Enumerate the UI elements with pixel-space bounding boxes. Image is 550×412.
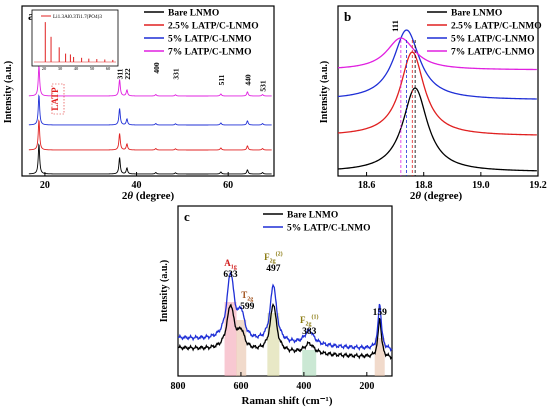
panel-a-peak-label: 400 <box>152 62 161 74</box>
panel-a-letter: a <box>28 8 35 23</box>
panel-b-peak-markers <box>400 40 416 176</box>
panel-a-frame <box>21 5 275 177</box>
inset-bars <box>34 22 116 63</box>
panel-c-mode-name: A1g <box>224 258 237 271</box>
panel-a-series-line <box>28 94 272 126</box>
panel-a-series-line <box>28 143 272 175</box>
panel-c-mode-band <box>267 313 280 376</box>
panel-c-mode-name: F2g(2) <box>264 251 283 265</box>
panel-a-xlabel: 2θ (degree) <box>122 190 175 202</box>
panel-c-legend-label: Bare LNMO <box>287 211 338 221</box>
panel-b-x-tick-label: 18.6 <box>358 180 376 191</box>
panel-c-mode-value: 633 <box>223 270 238 280</box>
panel-a-legend-label: 5% LATP/C-LNMO <box>168 35 251 45</box>
panel-c-frame <box>177 205 393 377</box>
panel-a-peak-label: 511 <box>217 74 226 85</box>
panel-c-series-line <box>177 270 393 352</box>
panel-c-legend-label: 5% LATP/C-LNMO <box>287 224 370 234</box>
panel-a-latp-box <box>51 83 65 115</box>
panel-c-curves <box>177 270 393 361</box>
panel-c-mode-band <box>236 320 247 376</box>
inset-x-ticks: 20 30 40 50 60 <box>42 66 111 71</box>
panel-a-legend-label: 7% LATP/C-LNMO <box>168 48 251 58</box>
panel-a-peak-label: 222 <box>123 68 132 80</box>
panel-c-mode-name: T2g <box>241 290 253 303</box>
panel-b-x-ticks: 18.6 18.8 19.0 19.2 <box>358 172 547 191</box>
inset-x-tick-label: 50 <box>90 66 95 71</box>
panel-a-peak-label: 311 <box>116 68 125 79</box>
panel-a-curves <box>28 65 272 175</box>
panel-c-ylabel: Intensity (a.u.) <box>159 260 170 323</box>
panel-b-series-line <box>337 37 537 71</box>
panel-c-x-ticks: 800 600 400 200 <box>171 372 374 392</box>
panel-c-legend: Bare LNMO 5% LATP/C-LNMO <box>263 211 370 234</box>
panel-c-mode-band <box>224 302 237 376</box>
panel-b-legend-label: Bare LNMO <box>451 9 502 19</box>
panel-a-legend: Bare LNMO 2.5% LATP/C-LNMO 5% LATP/C-LNMO 7… <box>144 9 259 58</box>
panel-a-x-tick-label: 20 <box>40 180 50 191</box>
panel-b-curves <box>337 29 537 172</box>
panel-a-inset: Li1.3Al0.3Ti1.7(PO4)3 20 30 40 50 60 <box>31 9 119 71</box>
panel-b-frame <box>337 5 539 177</box>
panel-b-x-tick-label: 19.2 <box>529 180 547 191</box>
panel-b-legend-label: 2.5% LATP/C-LNMO <box>451 22 542 32</box>
inset-legend-label: Li1.3Al0.3Ti1.7(PO4)3 <box>53 13 102 20</box>
panel-c-xlabel: Raman shift (cm⁻¹) <box>242 395 333 407</box>
inset-x-tick-label: 30 <box>58 66 63 71</box>
panel-a-x-tick-label: 40 <box>132 180 142 191</box>
panel-c-mode-band <box>302 350 317 376</box>
inset-x-tick-label: 60 <box>106 66 111 71</box>
panel-c-mode-value: 599 <box>240 302 255 312</box>
panel-c-series-line <box>177 302 393 361</box>
panel-b-peak-label: 111 <box>390 20 400 32</box>
inset-x-tick-label: 40 <box>74 66 79 71</box>
panel-c-x-tick-label: 600 <box>233 381 248 392</box>
panel-c-mode-bands <box>224 302 385 376</box>
panel-b-series-line <box>337 29 537 100</box>
panel-c-mode-value: 159 <box>373 308 388 318</box>
panel-a-series-line <box>28 65 272 97</box>
inset-x-tick-label: 20 <box>42 66 47 71</box>
panel-c-x-tick-label: 800 <box>171 381 186 392</box>
panel-b-xlabel: 2θ (degree) <box>410 190 463 202</box>
panel-b: b Intensity (a.u.) 2θ (degree) 18.6 18.8 1… <box>319 5 547 202</box>
panel-c-letter: c <box>184 209 190 224</box>
panel-a-peak-label: 331 <box>171 68 180 80</box>
panel-b-legend: Bare LNMO 2.5% LATP/C-LNMO 5% LATP/C-LNMO 7… <box>427 9 542 58</box>
panel-a-legend-label: 2.5% LATP/C-LNMO <box>168 22 259 32</box>
panel-b-letter: b <box>344 9 351 24</box>
panel-a-x-ticks: 20 40 60 <box>40 172 233 191</box>
panel-b-series-line <box>337 87 537 172</box>
panel-c-x-tick-label: 200 <box>359 381 374 392</box>
panel-c-mode-name: F2g(1) <box>300 314 319 328</box>
panel-a-latp-label: LATP <box>50 87 60 111</box>
panel-a-series-line <box>28 119 272 151</box>
panel-a-peak-label: 440 <box>243 74 252 86</box>
panel-a-peak-label: 531 <box>259 80 268 92</box>
panel-b-ylabel: Intensity (a.u.) <box>319 61 330 124</box>
panel-c-mode-value: 383 <box>302 327 317 337</box>
panel-c-mode-value: 497 <box>266 264 281 274</box>
panel-b-x-tick-label: 18.8 <box>415 180 433 191</box>
panel-a-ylabel: Intensity (a.u.) <box>3 61 14 124</box>
panel-a-x-tick-label: 60 <box>223 180 233 191</box>
panel-c-mode-band <box>374 338 385 376</box>
panel-a-legend-label: Bare LNMO <box>168 9 219 19</box>
panel-b-legend-label: 5% LATP/C-LNMO <box>451 35 534 45</box>
inset-frame <box>31 9 119 67</box>
panel-b-series-line <box>337 51 537 136</box>
panel-c: c Intensity (a.u.) Raman shift (cm⁻¹) 80… <box>159 205 393 407</box>
panel-b-x-tick-label: 19.0 <box>472 180 490 191</box>
panel-c-x-tick-label: 400 <box>296 381 311 392</box>
panel-b-legend-label: 7% LATP/C-LNMO <box>451 48 534 58</box>
